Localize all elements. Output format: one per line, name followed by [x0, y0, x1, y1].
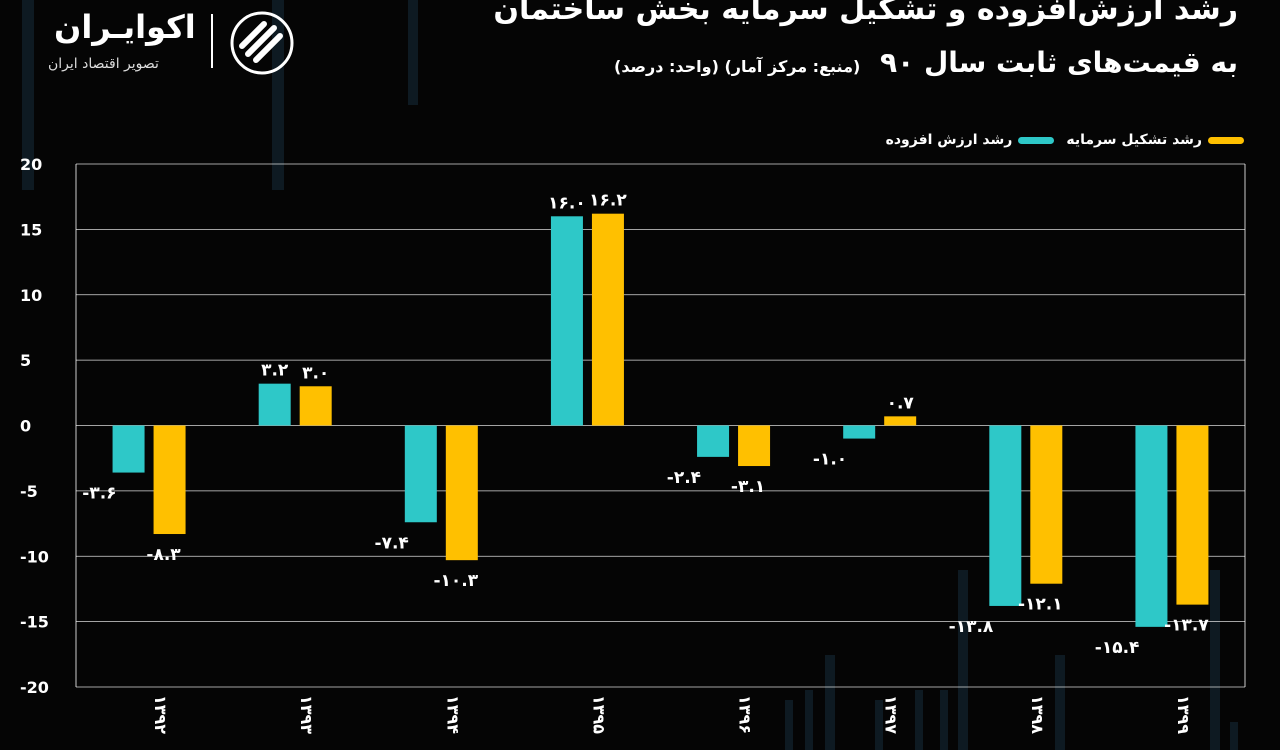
- bar: [445, 425, 478, 561]
- bar: [1176, 425, 1209, 605]
- bar: [697, 425, 730, 457]
- logo: اکوایـران تصویر اقتصاد ایران: [48, 8, 308, 78]
- logo-divider: [211, 14, 213, 68]
- y-tick-label: 20: [20, 155, 42, 174]
- x-tick-label: ۱۳۹۸: [1028, 695, 1047, 734]
- data-label: -۱۰.۳: [433, 571, 478, 591]
- bar: [738, 425, 771, 467]
- data-label: ۳.۲: [261, 361, 289, 381]
- logo-name: اکوایـران: [54, 8, 196, 46]
- data-label: ۰.۷: [887, 393, 915, 413]
- data-label: -۱۳.۸: [949, 617, 994, 637]
- y-tick-label: 10: [20, 286, 42, 305]
- chart-source: (منبع: مرکز آمار) (واحد: درصد): [614, 57, 861, 76]
- chart-title-line1: رشد ارزش‌افزوده و تشکیل سرمایه بخش ساختم…: [493, 0, 1238, 27]
- bar: [1135, 425, 1168, 627]
- data-label: -۲.۴: [667, 468, 701, 488]
- data-label: -۷.۴: [375, 533, 409, 553]
- data-label: -۱۵.۴: [1095, 638, 1140, 658]
- bar: [843, 425, 876, 439]
- logo-mark-icon: [230, 11, 294, 75]
- legend-item-value-added: رشد ارزش افزوده: [886, 132, 1055, 148]
- bar: [112, 425, 145, 473]
- data-label: -۱۲.۱: [1018, 595, 1063, 615]
- y-tick-label: -15: [20, 613, 49, 632]
- x-tick-label: ۱۳۹۲: [151, 695, 170, 734]
- legend-label-capital-formation: رشد تشکیل سرمایه: [1066, 132, 1202, 148]
- data-label: ۳.۰: [302, 363, 329, 383]
- bar: [591, 213, 624, 426]
- title-block: رشد ارزش‌افزوده و تشکیل سرمایه بخش ساختم…: [478, 0, 1238, 79]
- data-label: -۳.۱: [731, 477, 765, 497]
- x-tick-label: ۱۳۹۹: [1174, 695, 1193, 734]
- bar: [550, 216, 583, 426]
- y-tick-label: 5: [20, 351, 31, 370]
- x-tick-label: ۱۳۹۶: [736, 695, 755, 734]
- y-tick-label: -5: [20, 482, 38, 501]
- bar: [884, 416, 917, 426]
- chart-title-line2: به قیمت‌های ثابت سال ۹۰ (منبع: مرکز آمار…: [478, 46, 1238, 79]
- y-tick-label: 15: [20, 220, 42, 239]
- legend: رشد تشکیل سرمایه رشد ارزش افزوده: [874, 132, 1244, 148]
- y-tick-label: -20: [20, 678, 49, 697]
- legend-swatch-value-added: [1018, 136, 1055, 144]
- logo-subtitle: تصویر اقتصاد ایران: [48, 56, 159, 72]
- x-tick-label: ۱۳۹۴: [443, 695, 462, 734]
- chart-title-line2-text: به قیمت‌های ثابت سال ۹۰: [880, 46, 1238, 79]
- legend-swatch-capital-formation: [1208, 136, 1244, 144]
- legend-label-value-added: رشد ارزش افزوده: [885, 132, 1013, 148]
- bar: [1030, 425, 1063, 584]
- bar: [153, 425, 186, 535]
- data-label: -۱۳.۷: [1164, 616, 1209, 636]
- data-label: -۱.۰: [813, 450, 847, 470]
- data-label: ۱۶.۰: [548, 193, 586, 213]
- bar: [404, 425, 437, 523]
- bar: [989, 425, 1022, 606]
- y-tick-label: 0: [20, 417, 31, 436]
- legend-item-capital-formation: رشد تشکیل سرمایه: [1066, 132, 1244, 148]
- y-tick-label: -10: [20, 547, 49, 566]
- bar: [299, 386, 332, 426]
- x-tick-label: ۱۳۹۳: [297, 695, 316, 734]
- x-tick-label: ۱۳۹۵: [589, 695, 608, 734]
- bar: [258, 383, 291, 426]
- data-label: -۳.۶: [82, 484, 116, 504]
- x-tick-label: ۱۳۹۷: [882, 695, 901, 734]
- data-label: ۱۶.۲: [589, 191, 627, 211]
- data-label: -۸.۳: [146, 545, 181, 565]
